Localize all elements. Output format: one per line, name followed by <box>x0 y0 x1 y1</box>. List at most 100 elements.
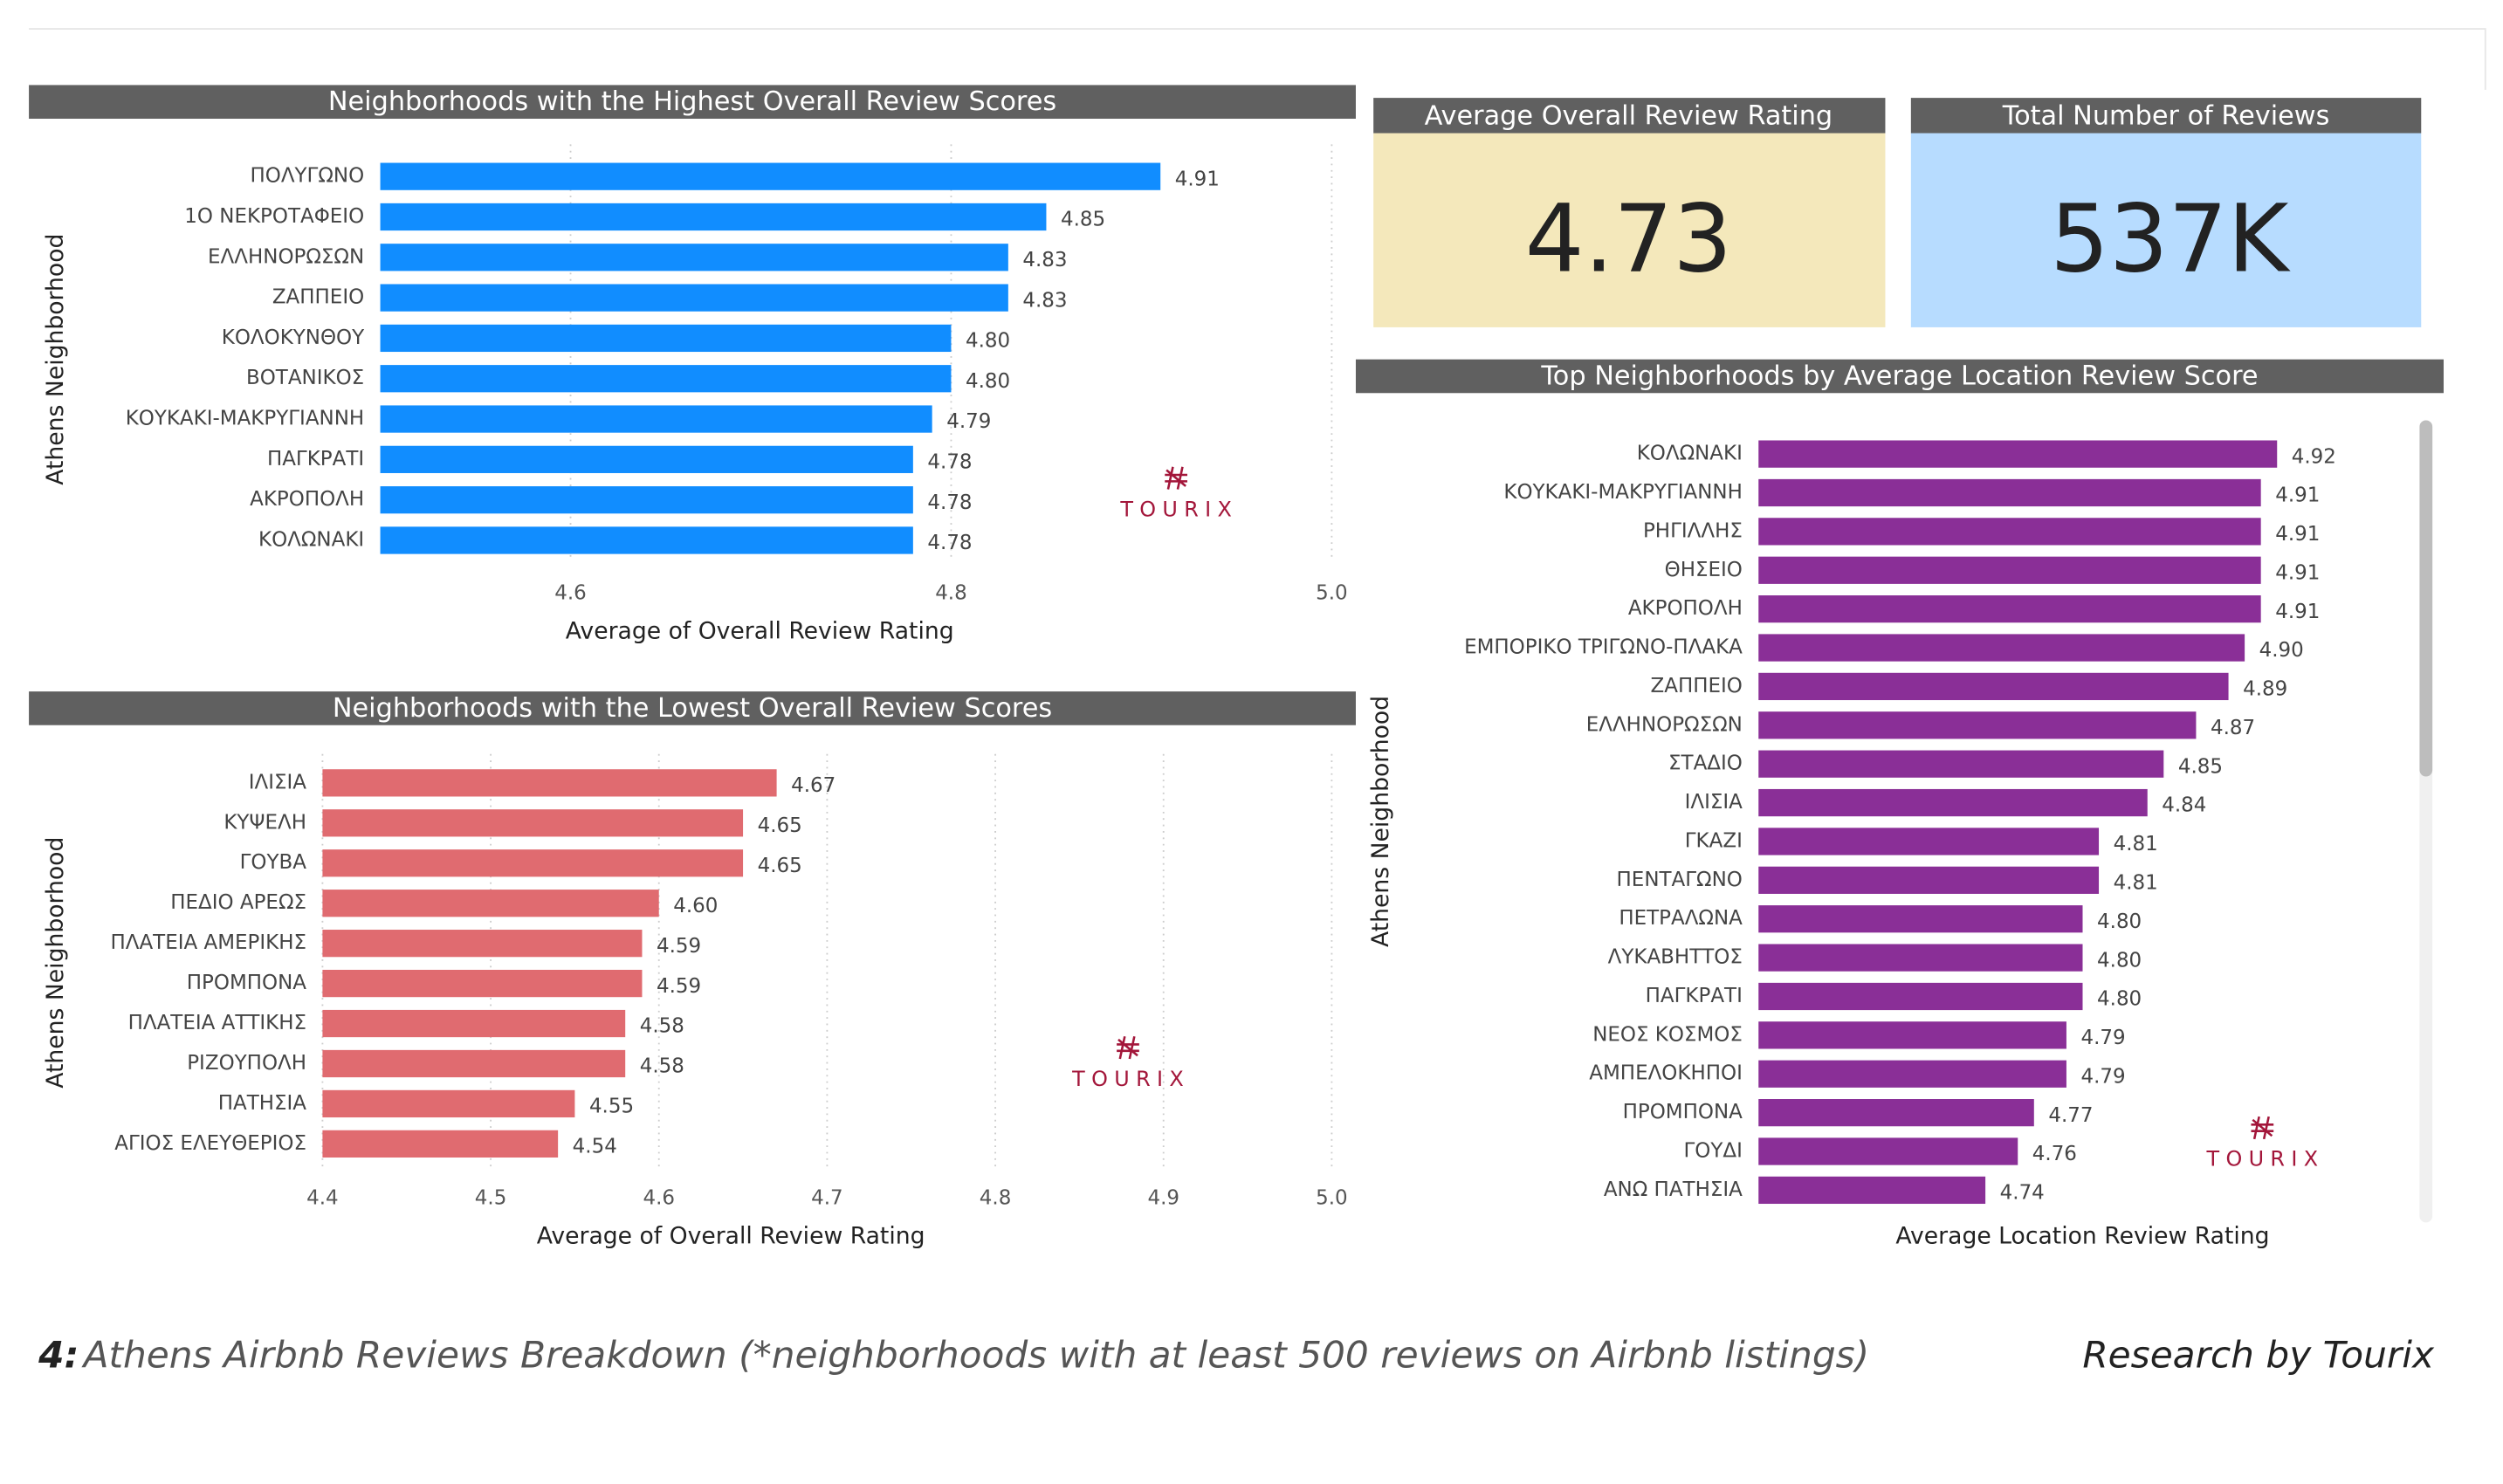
value-label: 4.59 <box>657 935 701 958</box>
value-label: 4.59 <box>657 975 701 998</box>
bar <box>1758 1137 2018 1165</box>
value-label: 4.78 <box>927 451 972 474</box>
value-label: 4.83 <box>1022 289 1067 312</box>
bar <box>322 930 643 958</box>
category-label: ΠΛΑΤΕΙΑ ΑΜΕΡΙΚΗΣ <box>110 931 306 954</box>
bar <box>1758 518 2261 546</box>
bar <box>322 890 659 917</box>
category-label: ΓΟΥΒΑ <box>240 851 307 874</box>
category-label: ΚΟΛΩΝΑΚΙ <box>258 528 364 551</box>
x-tick-label: 4.6 <box>554 582 587 605</box>
category-label: ΘΗΣΕΙΟ <box>1665 559 1743 581</box>
value-label: 4.80 <box>2097 949 2142 972</box>
chart-title: Top Neighborhoods by Average Location Re… <box>1540 361 2258 391</box>
value-label: 4.58 <box>640 1015 684 1038</box>
logo-mark <box>1117 1035 1139 1060</box>
bar <box>1758 828 2100 855</box>
category-label: ΖΑΠΠΕΙΟ <box>272 286 364 309</box>
value-label: 4.92 <box>2292 445 2336 468</box>
category-label: ΑΚΡΟΠΟΛΗ <box>1628 597 1743 620</box>
bar <box>380 445 913 473</box>
value-label: 4.80 <box>966 330 1010 353</box>
category-label: ΚΟΛΩΝΑΚΙ <box>1637 443 1743 465</box>
bar <box>322 1089 575 1118</box>
category-label: ΕΜΠΟΡΙΚΟ ΤΡΙΓΩΝΟ-ΠΛΑΚΑ <box>1464 636 1743 659</box>
card-title: Total Number of Reviews <box>2002 101 2330 132</box>
value-label: 4.90 <box>2259 639 2304 662</box>
category-label: ΓΚΑΖΙ <box>1685 829 1743 852</box>
value-label: 4.77 <box>2048 1104 2093 1127</box>
value-label: 4.81 <box>2114 833 2158 855</box>
category-label: ΑΚΡΟΠΟΛΗ <box>250 488 364 511</box>
logo-text: TOURIX <box>2206 1147 2325 1171</box>
x-tick-label: 4.5 <box>475 1186 507 1209</box>
value-label: 4.91 <box>2275 601 2320 623</box>
bar <box>1758 1099 2034 1127</box>
category-label: ΠΑΤΗΣΙΑ <box>218 1092 307 1115</box>
y-axis-label: Athens Neighborhood <box>1367 696 1394 947</box>
card-value: 4.73 <box>1525 185 1732 293</box>
value-label: 4.91 <box>2275 523 2320 546</box>
value-label: 4.80 <box>2097 988 2142 1011</box>
category-label: ΡΙΖΟΥΠΟΛΗ <box>187 1052 306 1075</box>
bar <box>1758 944 2083 972</box>
x-axis-label: Average of Overall Review Rating <box>537 1222 925 1249</box>
value-label: 4.65 <box>758 814 802 837</box>
category-label: ΠΑΓΚΡΑΤΙ <box>1646 985 1743 1007</box>
value-label: 4.54 <box>573 1136 617 1158</box>
bar <box>1758 982 2083 1011</box>
card-title: Average Overall Review Rating <box>1425 101 1833 132</box>
bar <box>1758 711 2197 739</box>
category-label: ΕΛΛΗΝΟΡΩΣΩΝ <box>208 245 364 268</box>
value-label: 4.84 <box>2162 794 2206 817</box>
scrollbar-thumb[interactable] <box>2419 420 2433 777</box>
value-label: 4.85 <box>1061 209 1105 231</box>
x-tick-label: 5.0 <box>1316 582 1348 605</box>
category-label: ΠΕΤΡΑΛΩΝΑ <box>1619 907 1743 930</box>
bar <box>380 405 932 433</box>
value-label: 4.78 <box>927 491 972 514</box>
category-label: ΠΟΛΥΓΩΝΟ <box>250 165 364 188</box>
category-label: ΑΓΙΟΣ ΕΛΕΥΘΕΡΙΟΣ <box>114 1132 306 1155</box>
bar <box>380 324 952 353</box>
value-label: 4.91 <box>1175 168 1220 190</box>
category-label: ΝΕΟΣ ΚΟΣΜΟΣ <box>1592 1023 1743 1046</box>
bar <box>380 365 952 393</box>
category-label: ΖΑΠΠΕΙΟ <box>1651 675 1743 697</box>
category-label: ΒΟΤΑΝΙΚΟΣ <box>246 367 364 389</box>
bar <box>322 849 744 877</box>
value-label: 4.91 <box>2275 484 2320 507</box>
value-label: 4.87 <box>2211 717 2255 739</box>
caption-number: 4: <box>38 1333 79 1376</box>
category-label: ΑΜΠΕΛΟΚΗΠΟΙ <box>1589 1062 1743 1085</box>
bar <box>1758 788 2148 817</box>
bar <box>1758 866 2100 894</box>
bar <box>322 969 643 998</box>
bar <box>322 1130 559 1158</box>
value-label: 4.55 <box>589 1096 634 1118</box>
logo-text: TOURIX <box>1071 1067 1190 1091</box>
category-label: ΛΥΚΑΒΗΤΤΟΣ <box>1608 946 1743 969</box>
category-label: ΕΛΛΗΝΟΡΩΣΩΝ <box>1586 713 1743 736</box>
card-bg <box>1910 133 2422 327</box>
bar <box>380 284 1008 312</box>
chart-header <box>29 691 1356 725</box>
logo-text: TOURIX <box>1119 497 1238 521</box>
value-label: 4.67 <box>791 774 835 797</box>
bar <box>380 526 913 554</box>
bar <box>1758 634 2245 662</box>
value-label: 4.65 <box>758 855 802 877</box>
chart-header <box>29 85 1356 120</box>
bar <box>1758 1060 2066 1088</box>
caption-credit: Research by Tourix <box>2082 1333 2435 1376</box>
category-label: ΠΡΟΜΠΟΝΑ <box>187 972 307 994</box>
card-header <box>1910 98 2422 134</box>
category-label: ΚΥΨΕΛΗ <box>223 811 306 834</box>
x-tick-label: 4.8 <box>935 582 967 605</box>
category-label: ΚΟΥΚΑΚΙ-ΜΑΚΡΥΓΙΑΝΝΗ <box>1503 481 1742 504</box>
bar <box>322 769 777 797</box>
chart-title: Neighborhoods with the Highest Overall R… <box>328 86 1056 117</box>
card-value: 537K <box>2050 185 2291 293</box>
x-tick-label: 4.4 <box>306 1186 339 1209</box>
